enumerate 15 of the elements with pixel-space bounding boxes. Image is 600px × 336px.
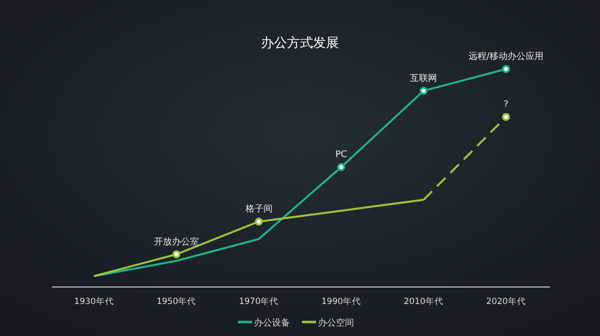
legend-label: 办公空间: [318, 318, 354, 328]
x-tick-label: 2020年代: [486, 296, 526, 307]
annotation: 格子间: [244, 204, 272, 215]
x-tick-label: 2010年代: [404, 296, 444, 307]
chart-title: 办公方式发展: [261, 35, 339, 51]
x-tick-label: 1950年代: [156, 296, 196, 307]
annotation: 开放办公室: [154, 236, 199, 248]
annotation: 远程/移动办公应用: [468, 51, 544, 62]
annotation: PC: [335, 150, 348, 160]
x-tick-label: 1930年代: [74, 296, 114, 307]
annotation: 互联网: [410, 72, 438, 84]
x-tick-label: 1990年代: [321, 296, 362, 307]
x-tick-label: 1970年代: [238, 296, 279, 307]
annotation: ?: [504, 100, 509, 110]
legend-label: 办公设备: [254, 318, 290, 328]
